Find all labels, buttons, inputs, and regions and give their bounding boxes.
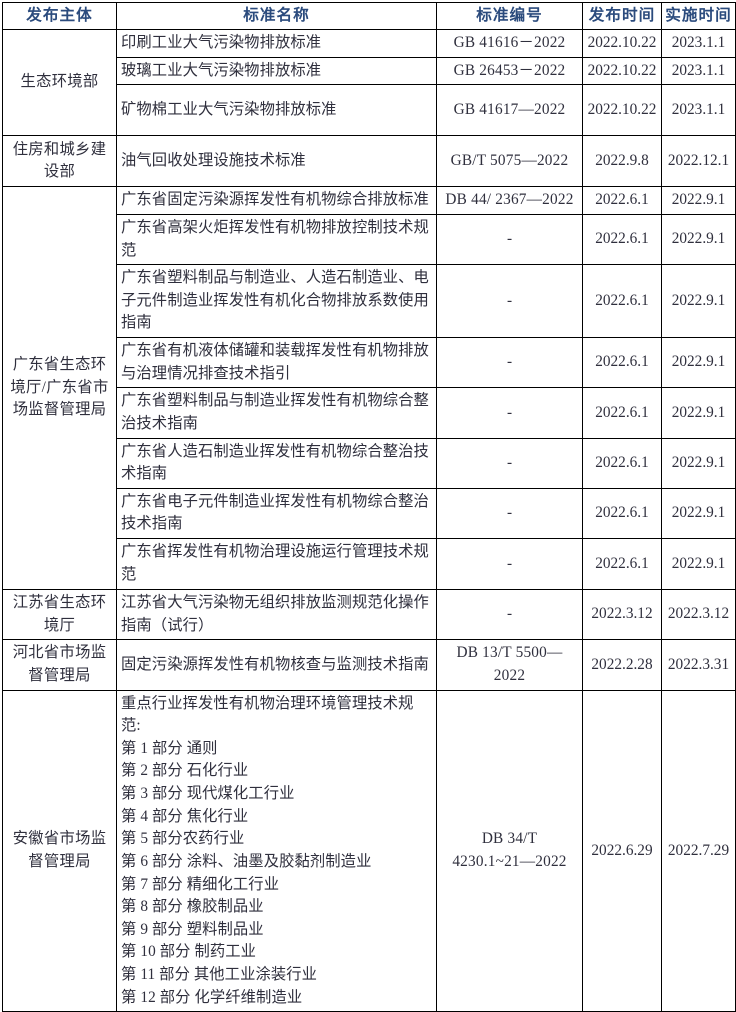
cell-standard-name: 广东省高架火炬挥发性有机物排放控制技术规范 (116, 213, 437, 266)
cell-issuer: 安徽省市场监督管理局 (2, 689, 117, 1012)
cell-published-date: 2022.6.29 (582, 689, 662, 1012)
cell-standard-code: GB/T 5075—2022 (436, 135, 583, 188)
cell-standard-code: DB 34/T 4230.1~21—2022 (436, 689, 583, 1012)
cell-issuer: 广东省生态环境厅/广东省市场监督管理局 (2, 186, 117, 590)
cell-standard-code: - (436, 387, 583, 439)
cell-standard-code: - (436, 588, 583, 641)
cell-standard-code: - (436, 213, 583, 266)
cell-effective-date: 2022.3.31 (661, 639, 736, 691)
table-row: 广东省挥发性有机物治理设施运行管理技术规范 - 2022.6.1 2022.9.… (3, 538, 736, 590)
cell-effective-date: 2022.12.1 (661, 135, 736, 188)
cell-standard-code: - (436, 487, 583, 540)
cell-standard-code: DB 44/ 2367—2022 (436, 186, 583, 215)
cell-standard-name: 江苏省大气污染物无组织排放监测规范化操作指南（试行） (116, 588, 437, 641)
table-row: 生态环境部 印刷工业大气污染物排放标准 GB 41616－2022 2022.1… (2, 28, 736, 137)
cell-standard-name: 广东省挥发性有机物治理设施运行管理技术规范 (116, 538, 437, 590)
cell-standard-name: 广东省固定污染源挥发性有机物综合排放标准 (116, 186, 437, 215)
table-row: 玻璃工业大气污染物排放标准 GB 26453－2022 2022.10.22 2… (3, 56, 736, 86)
cell-effective-date: 2022.9.1 (661, 437, 736, 489)
column-header-standard-code: 标准编号 (436, 2, 583, 30)
cell-issuer: 住房和城乡建设部 (2, 135, 117, 188)
cell-standard-name: 玻璃工业大气污染物排放标准 (116, 56, 437, 86)
table-row: 住房和城乡建设部 油气回收处理设施技术标准 GB/T 5075—2022 202… (2, 135, 736, 188)
cell-effective-date: 2023.1.1 (661, 56, 736, 86)
cell-published-date: 2022.6.1 (582, 186, 662, 215)
cell-standard-code: GB 26453－2022 (436, 56, 583, 86)
cell-effective-date: 2022.9.1 (661, 264, 736, 338)
cell-standard-code: GB 41616－2022 (436, 29, 583, 58)
table-body: 生态环境部 印刷工业大气污染物排放标准 GB 41616－2022 2022.1… (2, 28, 736, 1012)
column-header-issuer: 发布主体 (2, 2, 117, 30)
cell-issuer: 江苏省生态环境厅 (2, 588, 117, 641)
cell-effective-date: 2022.9.1 (661, 213, 736, 266)
table-row: 广东省有机液体储罐和装载挥发性有机物排放与治理情况排查技术指引 - 2022.6… (3, 336, 736, 389)
cell-published-date: 2022.10.22 (582, 29, 662, 58)
column-header-effective-date: 实施时间 (661, 2, 736, 30)
column-header-standard-name: 标准名称 (116, 2, 437, 30)
cell-published-date: 2022.6.1 (582, 538, 662, 590)
table-header: 发布主体 标准名称 标准编号 发布时间 实施时间 (2, 2, 736, 30)
cell-issuer: 生态环境部 (2, 28, 117, 137)
cell-standard-name: 印刷工业大气污染物排放标准 (116, 29, 437, 58)
cell-published-date: 2022.6.1 (582, 437, 662, 489)
cell-published-date: 2022.6.1 (582, 213, 662, 266)
cell-published-date: 2022.6.1 (582, 387, 662, 439)
cell-standard-code: - (436, 538, 583, 590)
cell-standard-code: - (436, 437, 583, 489)
cell-standard-name: 广东省有机液体储罐和装载挥发性有机物排放与治理情况排查技术指引 (116, 336, 437, 389)
cell-published-date: 2022.3.12 (582, 588, 662, 641)
cell-published-date: 2022.6.1 (582, 487, 662, 540)
cell-effective-date: 2022.9.1 (661, 186, 736, 215)
cell-standard-name: 固定污染源挥发性有机物核查与监测技术指南 (116, 639, 437, 691)
table-row: 矿物棉工业大气污染物排放标准 GB 41617—2022 2022.10.22 … (3, 84, 736, 137)
cell-standard-name: 广东省人造石制造业挥发性有机物综合整治技术指南 (116, 437, 437, 489)
cell-standard-name: 广东省塑料制品与制造业、人造石制造业、电子元件制造业挥发性有机化合物排放系数使用… (116, 264, 437, 338)
cell-standard-name: 广东省电子元件制造业挥发性有机物综合整治技术指南 (116, 487, 437, 540)
cell-standard-code: - (436, 264, 583, 338)
cell-published-date: 2022.6.1 (582, 264, 662, 338)
cell-effective-date: 2022.9.1 (661, 387, 736, 439)
column-header-published-date: 发布时间 (582, 2, 662, 30)
cell-standard-name: 油气回收处理设施技术标准 (116, 135, 437, 188)
cell-published-date: 2022.10.22 (582, 84, 662, 137)
table-row: 广东省生态环境厅/广东省市场监督管理局 广东省固定污染源挥发性有机物综合排放标准… (2, 186, 736, 590)
table-row: 广东省电子元件制造业挥发性有机物综合整治技术指南 - 2022.6.1 2022… (3, 487, 736, 540)
cell-effective-date: 2022.3.12 (661, 588, 736, 641)
cell-effective-date: 2023.1.1 (661, 84, 736, 137)
cell-effective-date: 2022.9.1 (661, 538, 736, 590)
cell-standard-code: DB 13/T 5500—2022 (436, 639, 583, 691)
cell-published-date: 2022.2.28 (582, 639, 662, 691)
cell-published-date: 2022.10.22 (582, 56, 662, 86)
cell-effective-date: 2022.7.29 (661, 689, 736, 1012)
cell-published-date: 2022.6.1 (582, 336, 662, 389)
cell-effective-date: 2023.1.1 (661, 29, 736, 58)
table-row: 河北省市场监督管理局 固定污染源挥发性有机物核查与监测技术指南 DB 13/T … (2, 639, 736, 691)
table-header-row: 发布主体 标准名称 标准编号 发布时间 实施时间 (2, 2, 736, 30)
cell-standard-name: 重点行业挥发性有机物治理环境管理技术规范: 第 1 部分 通则 第 2 部分 石… (116, 689, 437, 1012)
cell-standard-code: - (436, 336, 583, 389)
table-row: 广东省高架火炬挥发性有机物排放控制技术规范 - 2022.6.1 2022.9.… (3, 213, 736, 266)
table-row: 广东省塑料制品与制造业、人造石制造业、电子元件制造业挥发性有机化合物排放系数使用… (3, 264, 736, 338)
cell-effective-date: 2022.9.1 (661, 487, 736, 540)
cell-standard-code: GB 41617—2022 (436, 84, 583, 137)
cell-effective-date: 2022.9.1 (661, 336, 736, 389)
cell-standard-name: 矿物棉工业大气污染物排放标准 (116, 84, 437, 137)
table-row: 安徽省市场监督管理局 重点行业挥发性有机物治理环境管理技术规范: 第 1 部分 … (2, 689, 736, 1012)
cell-published-date: 2022.9.8 (582, 135, 662, 188)
cell-issuer: 河北省市场监督管理局 (2, 639, 117, 691)
cell-standard-name: 广东省塑料制品与制造业挥发性有机物综合整治技术指南 (116, 387, 437, 439)
table-row: 江苏省生态环境厅 江苏省大气污染物无组织排放监测规范化操作指南（试行） - 20… (2, 588, 736, 641)
